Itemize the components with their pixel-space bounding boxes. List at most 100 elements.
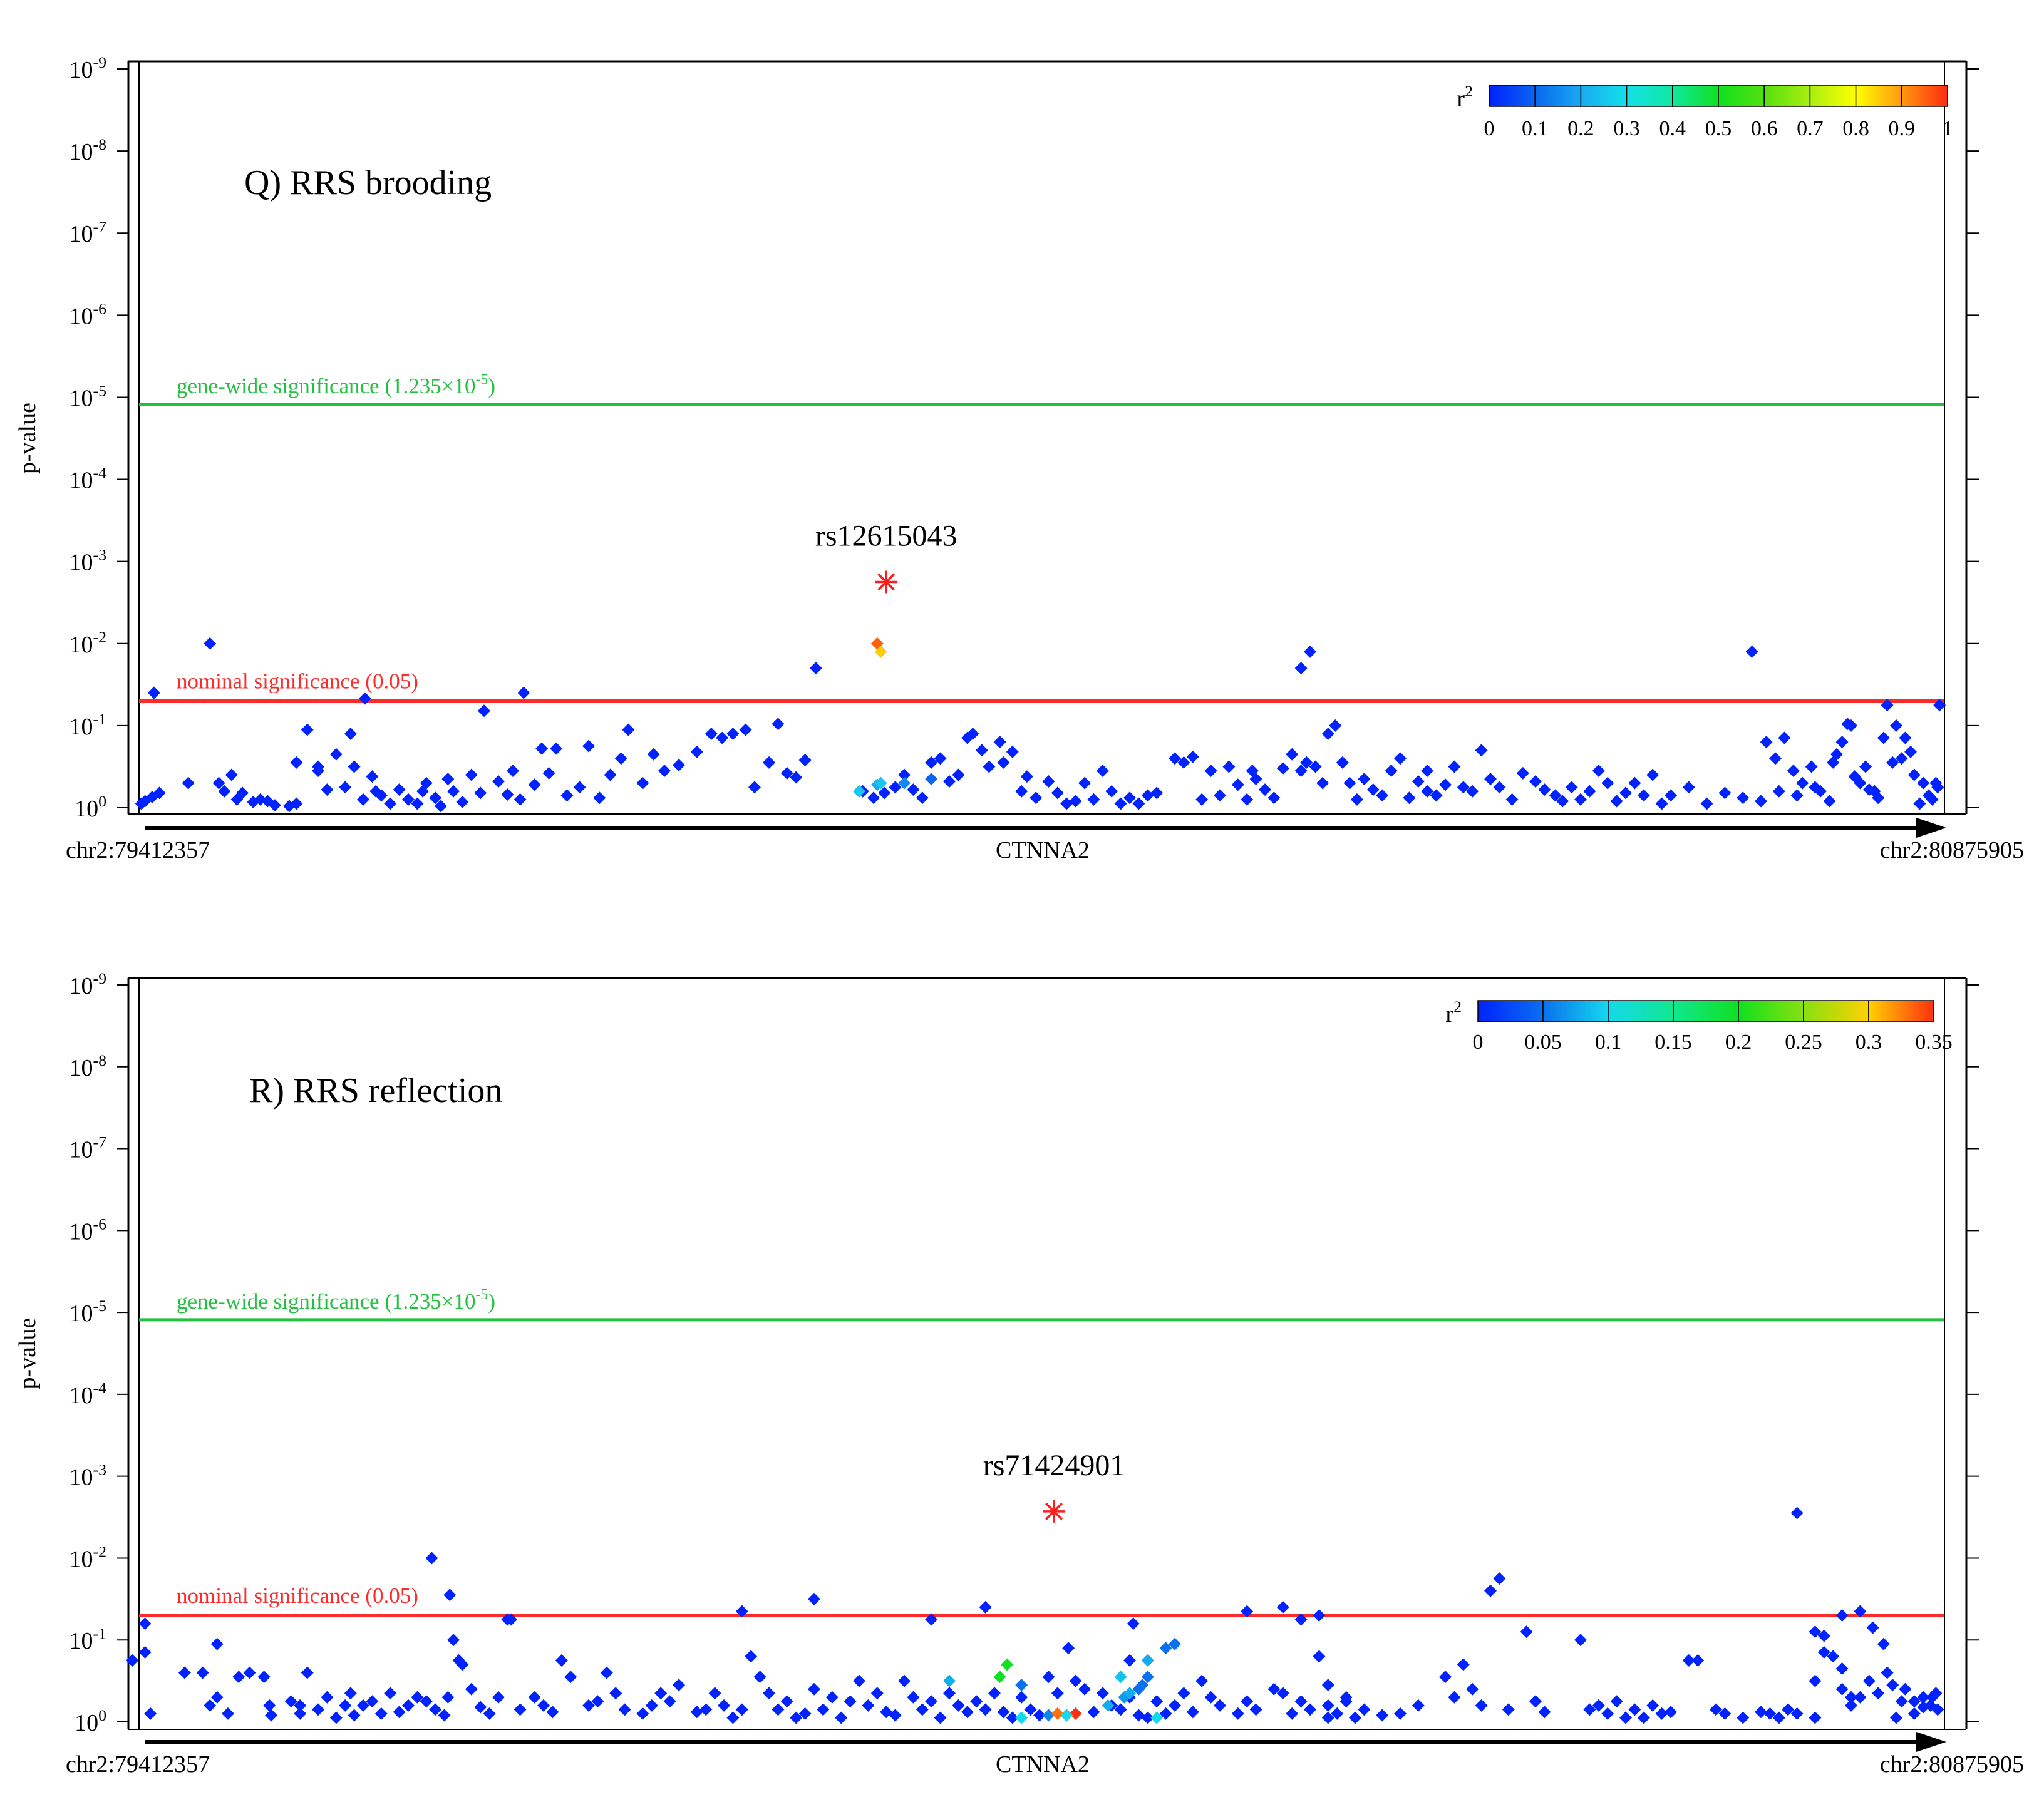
snp-point xyxy=(1141,1711,1154,1724)
colorbar-title-exp: 2 xyxy=(1453,997,1462,1016)
snp-point xyxy=(1493,1572,1506,1585)
snp-point xyxy=(907,1691,920,1704)
snp-point xyxy=(636,1707,649,1720)
snp-point xyxy=(204,637,217,650)
colorbar-cell xyxy=(1580,85,1628,107)
snp-points xyxy=(126,1506,1944,1724)
snp-point xyxy=(1169,1637,1181,1650)
snp-point xyxy=(1574,793,1587,806)
snp-point xyxy=(1924,1699,1937,1712)
snp-point xyxy=(1051,786,1064,800)
snp-point xyxy=(329,1711,343,1724)
snp-point xyxy=(1304,1703,1316,1716)
y-tick-label-exp: 0 xyxy=(98,792,106,810)
snp-point xyxy=(1899,731,1912,744)
snp-point xyxy=(853,1674,865,1687)
snp-point xyxy=(1592,1699,1605,1712)
snp-point xyxy=(1823,795,1836,808)
snp-point xyxy=(1886,1679,1899,1692)
snp-point xyxy=(1339,1691,1353,1704)
snp-point xyxy=(726,728,740,740)
x-start-label: chr2:79412357 xyxy=(66,1751,210,1778)
snp-point xyxy=(878,786,891,800)
snp-point xyxy=(1619,786,1632,800)
gene-wide-threshold-label-close: ) xyxy=(488,374,495,398)
snp-point xyxy=(1329,719,1342,732)
snp-point xyxy=(564,1671,577,1684)
snp-point xyxy=(763,756,775,769)
snp-point xyxy=(1895,1695,1908,1708)
snp-point xyxy=(970,1695,983,1708)
snp-point xyxy=(952,1699,965,1712)
colorbar-title: r2 xyxy=(1445,997,1462,1027)
y-tick-label-base: 10 xyxy=(75,796,98,822)
snp-point xyxy=(1929,1687,1943,1700)
snp-point xyxy=(542,766,555,780)
snp-point xyxy=(1646,768,1659,781)
snp-point xyxy=(1922,789,1935,802)
snp-point xyxy=(1755,1706,1767,1719)
snp-point xyxy=(1150,786,1164,800)
snp-point xyxy=(1881,1666,1894,1679)
snp-point xyxy=(809,662,822,675)
snp-point xyxy=(1529,775,1542,788)
snp-point xyxy=(1350,793,1363,806)
y-tick-label-exp: -3 xyxy=(93,1461,106,1479)
y-tick-label-base: 10 xyxy=(69,57,93,83)
y-tick-label-exp: -1 xyxy=(93,710,106,728)
colorbar-tick-label: 0.9 xyxy=(1889,117,1916,140)
y-tick-label-base: 10 xyxy=(69,714,93,740)
snp-point xyxy=(817,1703,830,1716)
y-tick-label-exp: -4 xyxy=(93,1379,106,1397)
snp-point xyxy=(1276,762,1289,775)
y-axis-label: p-value xyxy=(14,1318,41,1389)
snp-point xyxy=(447,785,460,798)
panel-brooding: 10010-110-210-310-410-510-610-710-810-9p… xyxy=(14,53,2024,863)
snp-point xyxy=(1637,1711,1650,1724)
snp-point xyxy=(1096,1687,1109,1700)
snp-point xyxy=(429,791,442,805)
snp-point xyxy=(1358,773,1371,786)
snp-point xyxy=(147,686,160,699)
snp-point xyxy=(1710,1703,1722,1716)
y-tick-label-exp: 0 xyxy=(98,1706,106,1724)
y-tick-label-base: 10 xyxy=(75,1710,98,1736)
snp-point xyxy=(1241,793,1254,806)
snp-point xyxy=(284,1695,297,1708)
r2-colorbar: 0 0.05 0.1 0.15 0.2 0.25 0.3 0.35 r2 xyxy=(1445,997,1952,1054)
snp-point xyxy=(550,742,563,755)
colorbar-title-base: r xyxy=(1457,86,1465,112)
colorbar-cell xyxy=(1534,85,1582,107)
gene-wide-threshold-label-exp: -5 xyxy=(476,372,488,388)
snp-point xyxy=(1592,765,1605,777)
snp-point xyxy=(1845,1699,1857,1712)
snp-point xyxy=(1385,765,1398,777)
snp-point xyxy=(1222,760,1236,773)
snp-point xyxy=(1276,1687,1289,1700)
snp-point xyxy=(1848,770,1861,783)
snp-point xyxy=(654,1687,668,1700)
snp-point xyxy=(474,1701,487,1714)
colorbar-title-base: r xyxy=(1445,1001,1453,1027)
y-tick-label: 10-4 xyxy=(69,1379,106,1409)
y-tick-label: 100 xyxy=(75,792,106,822)
snp-point xyxy=(1845,1691,1857,1704)
snp-point xyxy=(441,1691,455,1704)
snp-point xyxy=(1195,1674,1209,1687)
snp-point xyxy=(825,1691,839,1704)
snp-point xyxy=(329,748,343,761)
snp-point xyxy=(1403,791,1416,805)
snp-point xyxy=(1574,1634,1587,1647)
snp-point xyxy=(393,783,406,796)
snp-point xyxy=(1881,699,1894,712)
snp-point xyxy=(1136,1679,1149,1692)
gene-arrow-head xyxy=(1916,818,1946,838)
snp-point xyxy=(1917,776,1930,790)
y-tick-label: 10-3 xyxy=(69,546,106,576)
snp-point xyxy=(374,1707,388,1720)
snp-point xyxy=(1809,1674,1822,1687)
snp-point xyxy=(582,739,595,753)
y-tick-label-base: 10 xyxy=(69,221,93,247)
snp-point xyxy=(1102,1699,1115,1712)
